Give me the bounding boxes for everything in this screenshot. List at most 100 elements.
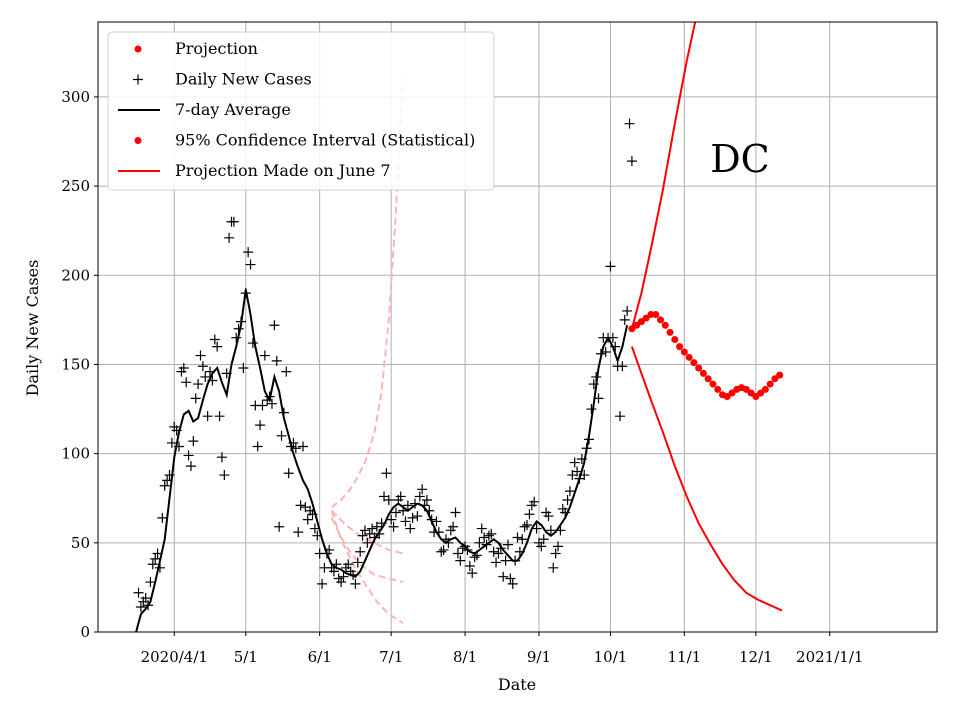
- case-point: [374, 528, 385, 539]
- legend-label: 7-day Average: [175, 100, 291, 119]
- case-point: [419, 500, 430, 511]
- case-point: [188, 436, 199, 447]
- case-point: [448, 521, 459, 532]
- case-point: [336, 577, 347, 588]
- case-point: [362, 537, 373, 548]
- series-line: [330, 510, 404, 624]
- projection-point: [776, 371, 784, 379]
- x-tick-label: 7/1: [379, 648, 403, 666]
- legend: Projection Daily New Cases 7-day Average 95…: [107, 31, 495, 191]
- case-point: [517, 534, 528, 545]
- case-point: [228, 216, 239, 227]
- case-point: [522, 519, 533, 530]
- case-point: [283, 468, 294, 479]
- legend-label: Projection Made on June 7: [175, 161, 391, 180]
- case-point: [626, 156, 637, 167]
- projection-point: [766, 380, 774, 388]
- x-tick-label: 6/1: [308, 648, 332, 666]
- case-point: [216, 452, 227, 463]
- case-point: [424, 505, 435, 516]
- case-point: [276, 430, 287, 441]
- case-point: [498, 571, 509, 582]
- x-tick-label: 9/1: [527, 648, 551, 666]
- projection-point: [704, 375, 712, 383]
- y-axis-label: Daily New Cases: [23, 260, 42, 397]
- case-point: [524, 509, 535, 520]
- case-point: [212, 341, 223, 352]
- case-point: [350, 578, 361, 589]
- case-point: [412, 511, 423, 522]
- case-point: [407, 512, 418, 523]
- case-point: [200, 371, 211, 382]
- case-point: [417, 484, 428, 495]
- case-point: [538, 534, 549, 545]
- case-point: [376, 518, 387, 529]
- case-point: [383, 495, 394, 506]
- case-point: [317, 578, 328, 589]
- case-point: [579, 470, 590, 481]
- case-point: [462, 544, 473, 555]
- case-point: [238, 363, 249, 374]
- case-point: [581, 443, 592, 454]
- case-point: [591, 371, 602, 382]
- case-point: [171, 425, 182, 436]
- case-point: [443, 537, 454, 548]
- case-point: [297, 441, 308, 452]
- projection-point: [690, 359, 698, 367]
- case-point: [219, 470, 230, 481]
- case-point: [328, 566, 339, 577]
- case-point: [588, 379, 599, 390]
- case-point: [264, 391, 275, 402]
- case-point: [402, 500, 413, 511]
- case-point: [202, 411, 213, 422]
- x-tick-label: 2020/4/1: [141, 648, 208, 666]
- projection-point: [709, 380, 717, 388]
- case-point: [514, 546, 525, 557]
- case-point: [619, 314, 630, 325]
- series-line: [330, 517, 404, 584]
- case-point: [290, 443, 301, 454]
- case-point: [507, 578, 518, 589]
- case-point: [355, 546, 366, 557]
- case-point: [266, 398, 277, 409]
- x-axis-label: Date: [498, 675, 536, 694]
- x-tick-label: 11/1: [668, 648, 702, 666]
- projection-point: [728, 389, 736, 397]
- case-point: [159, 480, 170, 491]
- case-point: [205, 366, 216, 377]
- projection-point: [723, 393, 731, 401]
- case-point: [572, 466, 583, 477]
- case-point: [390, 507, 401, 518]
- case-point: [195, 350, 206, 361]
- case-point: [467, 568, 478, 579]
- case-point: [185, 461, 196, 472]
- projection-point: [757, 389, 765, 397]
- case-point: [555, 525, 566, 536]
- series-layer: [133, 22, 784, 632]
- legend-label: Projection: [175, 39, 258, 58]
- case-point: [610, 341, 621, 352]
- case-point: [500, 555, 511, 566]
- legend-label: 95% Confidence Interval (Statistical): [175, 131, 475, 150]
- projection-point: [676, 343, 684, 351]
- projection-point: [742, 385, 750, 393]
- case-point: [426, 514, 437, 525]
- legend-box: [107, 31, 495, 191]
- series-line: [630, 346, 783, 612]
- projection-point: [652, 311, 660, 319]
- case-point: [145, 577, 156, 588]
- case-point: [593, 393, 604, 404]
- case-point: [531, 523, 542, 534]
- case-point: [595, 348, 606, 359]
- case-point: [312, 530, 323, 541]
- case-point: [183, 450, 194, 461]
- case-point: [190, 393, 201, 404]
- y-tick-label: 200: [61, 266, 90, 284]
- case-point: [483, 530, 494, 541]
- projection-point: [666, 328, 674, 336]
- y-tick-label: 100: [61, 445, 90, 463]
- case-point: [486, 528, 497, 539]
- case-point: [455, 555, 466, 566]
- y-tick-label: 150: [61, 355, 90, 373]
- case-point: [278, 407, 289, 418]
